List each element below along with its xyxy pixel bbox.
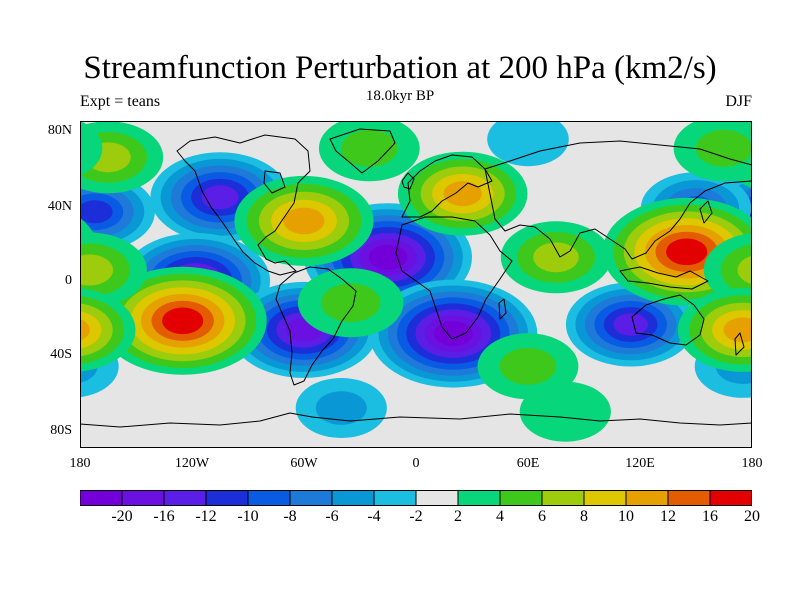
contour-band — [695, 129, 752, 167]
colorbar-box — [499, 490, 543, 506]
coastlines — [80, 128, 752, 428]
colorbar-box — [709, 490, 752, 506]
contour-band — [80, 254, 114, 286]
colorbar-label: -12 — [195, 508, 217, 525]
colorbar-label: -4 — [367, 508, 381, 525]
colorbar-box — [331, 490, 375, 506]
colorbar-box — [541, 490, 585, 506]
colorbar-box — [163, 490, 207, 506]
colorbar-label: 2 — [454, 508, 462, 525]
colorbar-box — [247, 490, 291, 506]
contour-band — [283, 207, 325, 235]
contour-band — [341, 129, 398, 167]
australia-coast — [631, 294, 705, 346]
contour-band — [613, 313, 648, 336]
colorbar-label: -2 — [409, 508, 423, 525]
contour-band — [80, 319, 90, 341]
colorbar-box — [289, 490, 333, 506]
asia-coast — [484, 140, 752, 260]
lat-label-80n: 80N — [47, 123, 72, 138]
colorbar-box — [121, 490, 165, 506]
colorbar-box — [583, 490, 627, 506]
lon-label-60e: 60E — [516, 456, 540, 471]
plot-subtitle: 18.0kyr BP — [365, 88, 435, 104]
colorbar — [80, 490, 752, 506]
contour-band — [80, 311, 102, 349]
colorbar-box — [80, 490, 123, 506]
japan — [699, 200, 713, 224]
contour-band — [723, 317, 752, 343]
contour-band — [666, 238, 708, 266]
contour-band — [321, 283, 381, 322]
lat-label-40s: 40S — [50, 347, 72, 362]
colorbar-box — [457, 490, 501, 506]
contour-band — [737, 255, 752, 285]
lon-label-180e: 180 — [741, 456, 763, 471]
contour-band — [201, 185, 239, 210]
europe-coast — [401, 154, 493, 218]
colorbar-label: -20 — [111, 508, 133, 525]
colorbar-label: 6 — [538, 508, 546, 525]
contour-band — [368, 244, 408, 270]
contour-band — [487, 121, 569, 167]
british-isles — [401, 172, 415, 190]
contour-band — [80, 121, 103, 176]
colorbar-label: -10 — [237, 508, 259, 525]
lon-label-60w: 60W — [290, 456, 318, 471]
lat-label-40n: 40N — [47, 199, 72, 214]
colorbar-label: -8 — [283, 508, 297, 525]
new-zealand — [734, 332, 745, 356]
contour-band — [162, 307, 204, 335]
lat-label-equator: 0 — [65, 273, 72, 288]
north-america-coast — [176, 134, 311, 276]
lon-label-0: 0 — [412, 456, 420, 471]
colorbar-box — [373, 490, 417, 506]
colorbar-label: -16 — [153, 508, 175, 525]
africa-coast — [395, 216, 513, 340]
streamfunction-map — [80, 121, 752, 448]
south-america-coast — [275, 266, 357, 386]
season-label: DJF — [725, 93, 752, 110]
colorbar-label: -6 — [325, 508, 339, 525]
contour-band — [533, 242, 579, 273]
lon-label-120w: 120W — [174, 456, 210, 471]
contour-band — [443, 181, 482, 207]
contour-field — [80, 121, 752, 442]
colorbar-box — [415, 490, 459, 506]
lon-label-120e: 120E — [625, 456, 655, 471]
colorbar-label: 10 — [618, 508, 634, 525]
contour-band — [434, 321, 473, 346]
colorbar-box — [625, 490, 669, 506]
lon-label-180w: 180 — [69, 456, 91, 471]
colorbar-label: 8 — [580, 508, 588, 525]
map-frame — [80, 121, 752, 448]
hudson-bay — [263, 170, 286, 194]
colorbar-box — [205, 490, 249, 506]
contour-band — [80, 200, 113, 224]
colorbar-label: 16 — [702, 508, 718, 525]
experiment-label: Expt = teans — [80, 93, 161, 110]
plot-title: Streamfunction Perturbation at 200 hPa (… — [83, 50, 717, 86]
contour-band — [519, 381, 611, 442]
contour-band — [720, 244, 752, 296]
greenland-coast — [329, 128, 396, 174]
colorbar-box — [667, 490, 711, 506]
antarctica-coast — [80, 412, 752, 428]
lat-label-80s: 80S — [50, 423, 72, 438]
contour-band — [315, 391, 367, 425]
southeast-asia-islands — [619, 266, 709, 290]
madagascar — [498, 298, 507, 320]
colorbar-label: 12 — [660, 508, 676, 525]
colorbar-label: 4 — [496, 508, 504, 525]
colorbar-label: 20 — [744, 508, 760, 525]
contour-band — [499, 347, 557, 385]
